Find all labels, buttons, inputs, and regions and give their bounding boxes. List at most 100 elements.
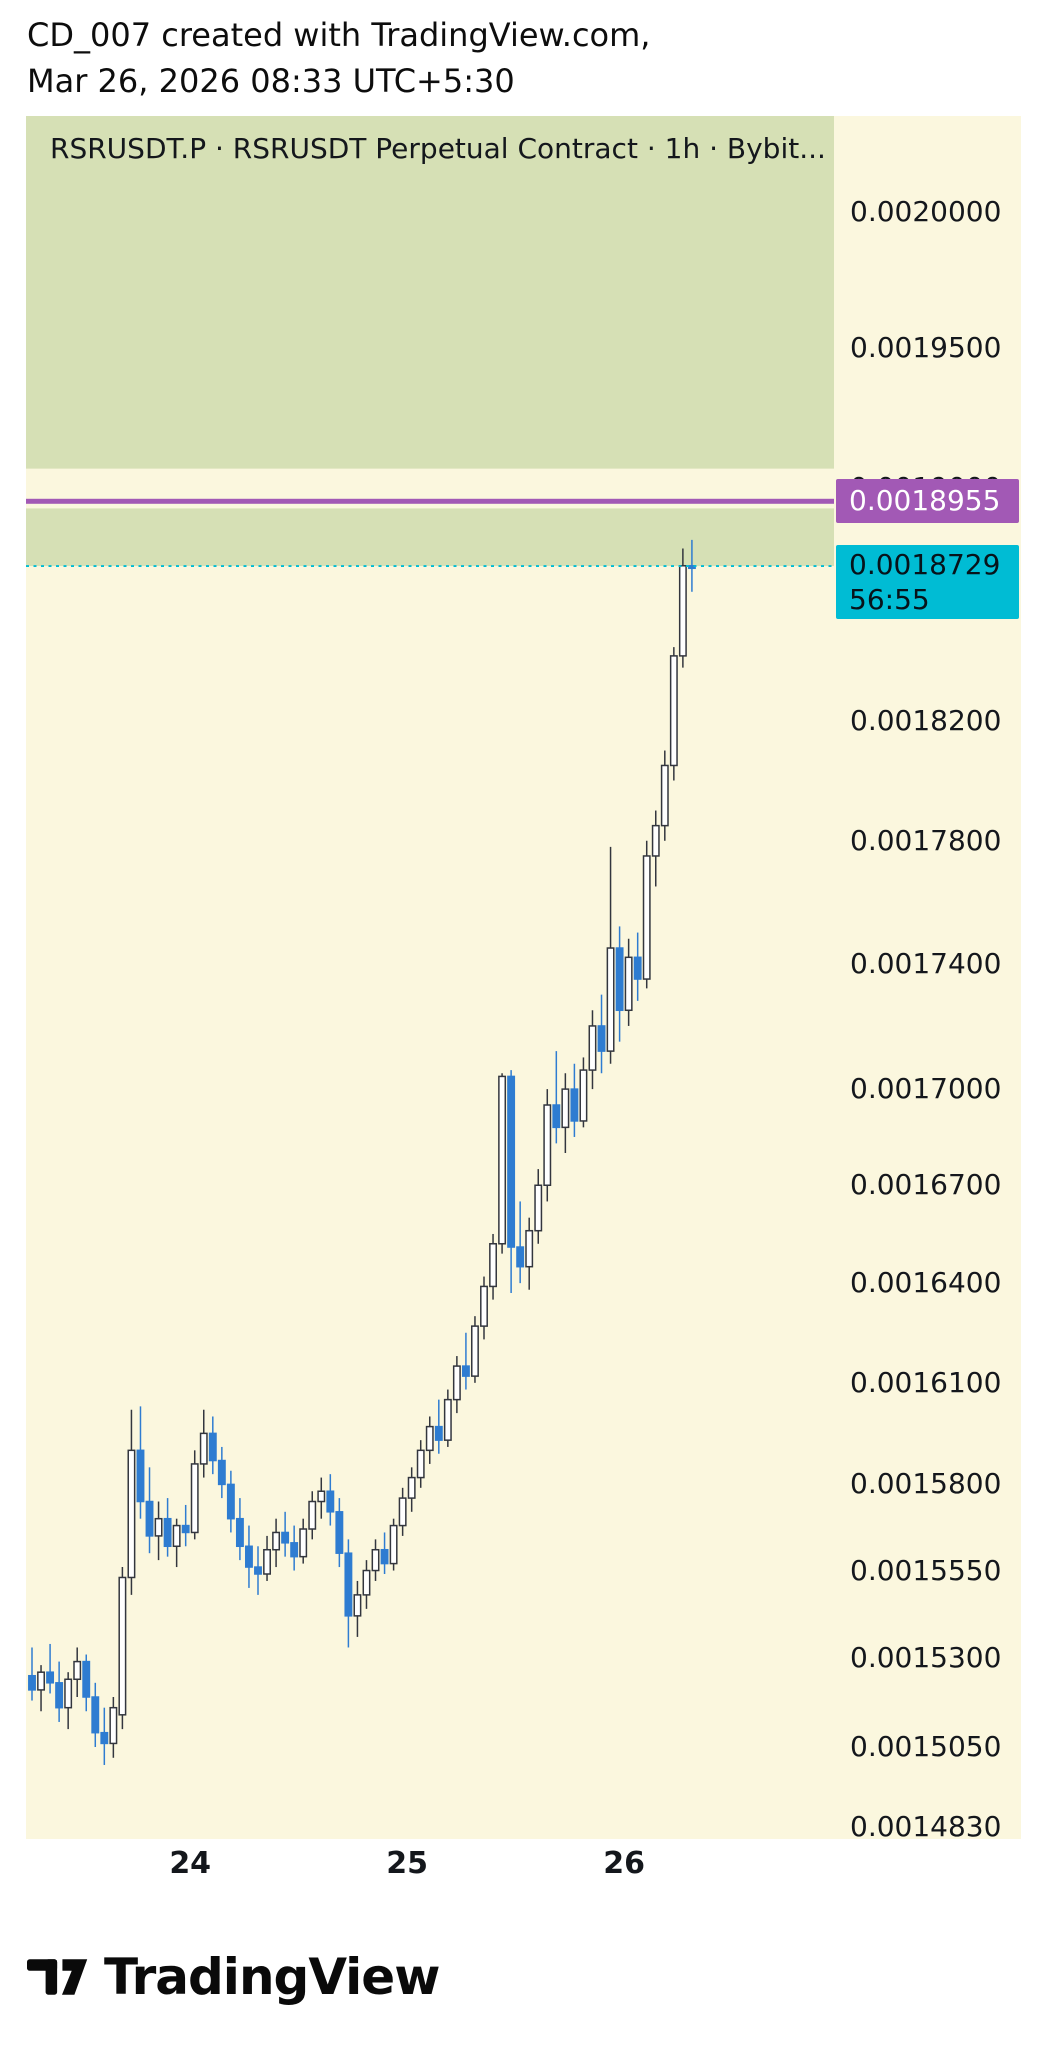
watermark-line-1: CD_007 created with TradingView.com, [27,16,651,54]
candle-body [281,1531,290,1544]
candle-body [461,1365,470,1377]
candle-body [633,956,642,980]
candle-body [254,1566,262,1575]
candle-body [145,1500,154,1537]
footer-brand[interactable]: TradingView [27,1948,440,2006]
candle-body [181,1524,190,1534]
candle-body [552,1104,561,1129]
supply-zone-lower [26,508,834,567]
time-tick-25: 25 [386,1846,429,1881]
candle-body [416,1449,425,1479]
candle-body [344,1552,353,1617]
candle-body [606,947,615,1052]
candle-body [615,947,624,1012]
candle-body [471,1325,479,1377]
candle-body [217,1459,226,1486]
candle-body [380,1548,389,1565]
candle-body [642,855,651,980]
candle-body [154,1517,163,1537]
price-tick-0.0017000: 0.0017000 [850,1072,1002,1106]
candle-body [263,1548,271,1575]
candle-body [326,1490,335,1513]
price-tick-0.0015050: 0.0015050 [850,1730,1002,1763]
candle-body [597,1025,606,1052]
candle-body [245,1545,253,1568]
candle-body [109,1706,118,1745]
candle-body [669,655,678,767]
candle-body [28,1674,36,1691]
candle-body [353,1594,362,1617]
symbol-title: RSRUSDT.P · RSRUSDT Perpetual Contract ·… [50,132,826,165]
price-tick-0.0018200: 0.0018200 [850,703,1002,737]
alert-price-value: 0.0018955 [849,484,1001,518]
price-tick-0.0015550: 0.0015550 [850,1553,1002,1587]
candle-body [163,1517,172,1548]
price-tick-0.0016100: 0.0016100 [850,1365,1002,1399]
current-price-value: 0.0018729 [849,548,1001,582]
candle-body [199,1432,208,1465]
candle-body [425,1425,434,1452]
current-price-label: 0.0018729 56:55 [836,545,1019,620]
candles [28,539,696,1765]
candle-body [190,1463,199,1534]
price-tick-0.0017800: 0.0017800 [850,823,1002,857]
candle-body [398,1497,407,1527]
candle-body [489,1243,497,1288]
candle-body [561,1088,570,1129]
candle-body [543,1104,552,1186]
alert-price-line[interactable] [26,498,834,504]
price-axis[interactable]: 0.00200000.00195000.00190000.00182000.00… [26,116,1021,1840]
candle-body [570,1088,579,1122]
watermark-line-2: Mar 26, 2026 08:33 UTC+5:30 [27,62,515,100]
candle-body [371,1548,380,1572]
time-axis[interactable]: 24 25 26 [0,1846,1051,1888]
price-tick-0.0020000: 0.0020000 [850,194,1002,228]
time-tick-26: 26 [603,1846,645,1881]
candle-body [317,1490,326,1503]
candle-body [588,1025,597,1071]
candle-body [525,1229,534,1268]
candle-body [226,1483,235,1520]
tradingview-logo-icon[interactable] [27,1951,89,2003]
candle-body [82,1660,91,1698]
candle-body [651,824,660,857]
candle-body [172,1524,181,1548]
watermark-header: CD_007 created with TradingView.com, Mar… [27,12,650,104]
candle-body [687,565,696,570]
candle-body [127,1449,136,1579]
candle-body [208,1432,217,1462]
candle-body [407,1476,416,1499]
time-tick-24: 24 [169,1846,212,1881]
alert-price-label: 0.0018955 [836,479,1019,524]
candle-body [516,1246,525,1268]
candle-body [136,1449,145,1503]
candle-body [507,1075,516,1248]
price-tick-0.0015300: 0.0015300 [850,1641,1002,1675]
candle-body [100,1731,109,1745]
candle-body [55,1682,64,1709]
candlestick-canvas[interactable] [26,116,834,1839]
candle-body [362,1569,371,1596]
candle-body [443,1398,452,1441]
candle-body [64,1678,73,1709]
candle-body [91,1696,100,1734]
price-chart[interactable]: 0.00200000.00195000.00190000.00182000.00… [26,116,1021,1839]
candle-body [46,1671,55,1684]
candle-body [235,1517,244,1548]
candle-body [37,1671,45,1691]
candle-body [290,1542,299,1558]
candle-body [299,1528,308,1558]
candle-body [660,764,669,827]
candle-body [118,1576,127,1716]
candle-body [272,1531,281,1551]
candle-body [498,1075,507,1245]
supply-zone-upper [26,116,834,469]
price-tick-0.0014830: 0.0014830 [850,1809,1002,1839]
candle-body [308,1500,317,1530]
candle-body [579,1069,588,1122]
bar-countdown: 56:55 [849,583,930,617]
candle-body [335,1511,344,1554]
price-tick-0.0016400: 0.0016400 [850,1266,1002,1300]
candle-body [678,565,687,657]
price-tick-0.0015800: 0.0015800 [850,1467,1002,1501]
